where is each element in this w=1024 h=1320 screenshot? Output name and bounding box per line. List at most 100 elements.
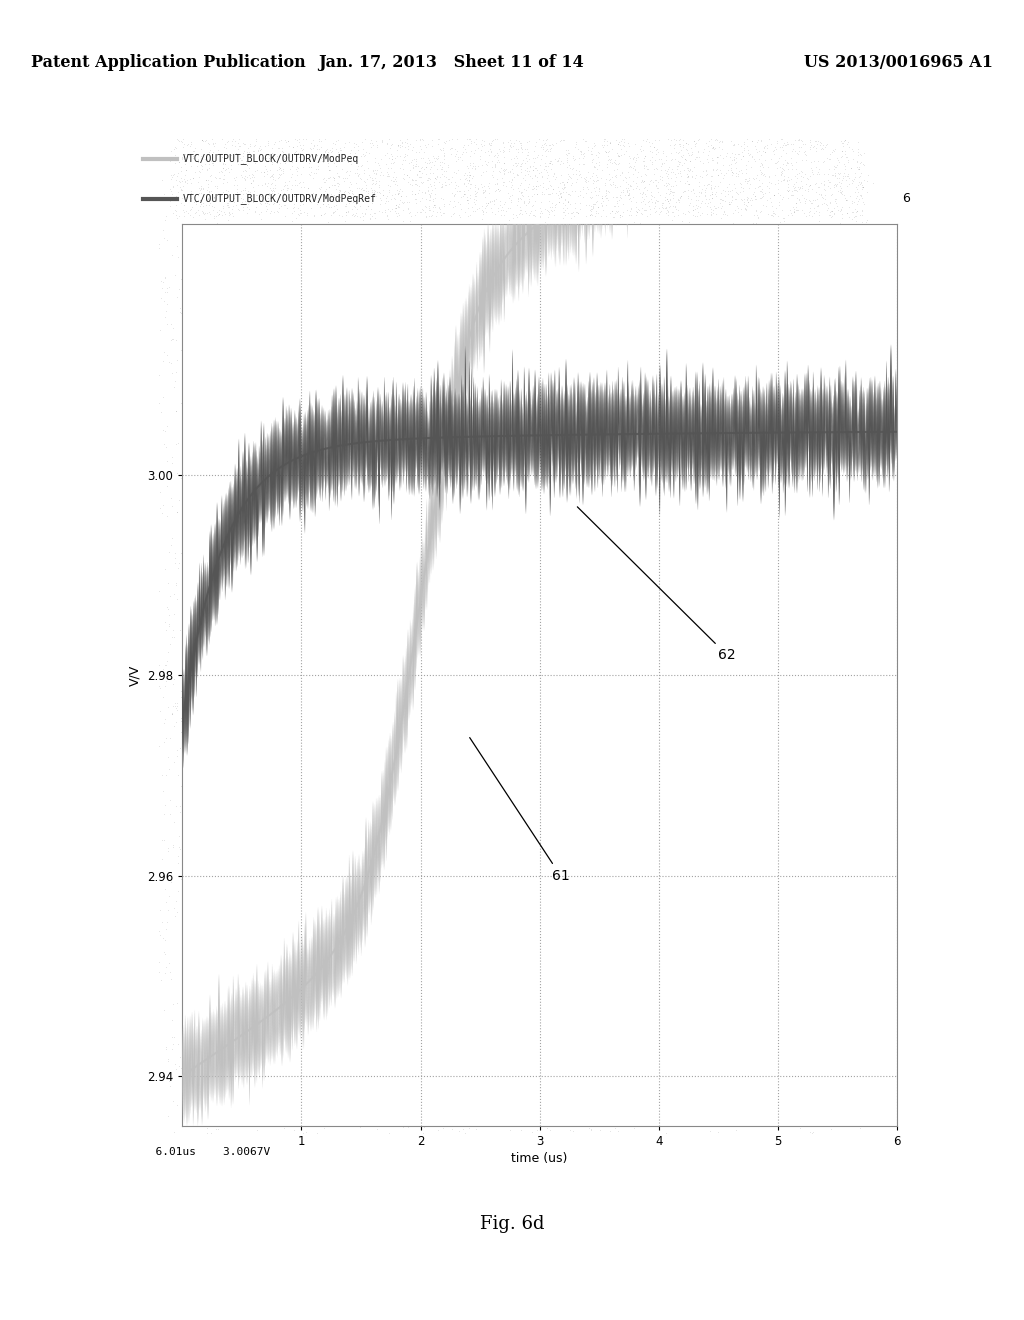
Point	[370, 935, 386, 956]
Point	[798, 206, 814, 227]
Point	[781, 713, 798, 734]
Point	[344, 442, 360, 463]
Point	[850, 158, 866, 180]
Point	[294, 413, 310, 434]
Point	[178, 234, 195, 255]
Point	[350, 389, 367, 411]
Point	[225, 205, 242, 226]
Point	[528, 157, 545, 178]
Point	[217, 284, 233, 305]
Point	[198, 807, 214, 828]
Point	[300, 607, 316, 628]
Point	[417, 756, 433, 777]
Point	[224, 203, 241, 224]
Point	[822, 550, 839, 572]
Point	[599, 876, 615, 898]
Point	[374, 898, 390, 919]
Point	[337, 524, 353, 545]
Point	[683, 141, 699, 162]
Point	[165, 176, 181, 197]
Point	[541, 183, 557, 205]
Point	[401, 818, 418, 840]
Point	[324, 391, 340, 412]
Point	[628, 1022, 644, 1043]
Point	[858, 684, 874, 705]
Point	[507, 156, 523, 177]
Point	[282, 887, 298, 908]
Point	[699, 1053, 716, 1074]
Point	[828, 189, 845, 210]
Point	[726, 948, 742, 969]
Point	[677, 484, 693, 506]
Point	[773, 327, 790, 348]
Point	[462, 128, 478, 149]
Point	[535, 792, 551, 813]
Point	[723, 891, 739, 912]
Point	[802, 174, 818, 195]
Point	[190, 322, 207, 343]
Point	[770, 690, 786, 711]
Point	[582, 458, 598, 479]
Point	[763, 554, 779, 576]
Point	[722, 994, 738, 1015]
Point	[477, 434, 494, 455]
Point	[274, 214, 291, 235]
Point	[706, 469, 722, 490]
Point	[453, 717, 469, 738]
Point	[197, 601, 213, 622]
Point	[159, 450, 175, 471]
Point	[714, 195, 730, 216]
Point	[566, 764, 583, 785]
Point	[481, 766, 498, 787]
Point	[497, 1056, 513, 1077]
Point	[240, 137, 256, 158]
Point	[331, 143, 347, 164]
Point	[754, 595, 770, 616]
Point	[257, 173, 273, 194]
Point	[296, 202, 312, 223]
Point	[614, 1052, 631, 1073]
Point	[403, 343, 420, 364]
Point	[497, 161, 513, 182]
Point	[760, 619, 776, 640]
Point	[500, 647, 516, 668]
Point	[307, 162, 324, 183]
Point	[350, 797, 367, 818]
Point	[725, 591, 741, 612]
Point	[669, 597, 685, 618]
Point	[292, 471, 308, 492]
Point	[838, 312, 854, 333]
Point	[300, 178, 316, 199]
Point	[467, 174, 483, 195]
Point	[400, 558, 417, 579]
Point	[371, 725, 387, 746]
Point	[257, 193, 273, 214]
Point	[406, 590, 422, 611]
Point	[453, 304, 469, 325]
Point	[181, 168, 198, 189]
Point	[281, 230, 297, 251]
Point	[221, 191, 238, 213]
Point	[642, 1093, 658, 1114]
Point	[468, 133, 484, 154]
Point	[403, 169, 420, 190]
Point	[407, 302, 423, 323]
Point	[642, 170, 658, 191]
Point	[558, 869, 574, 890]
Point	[673, 371, 689, 392]
Point	[774, 760, 791, 781]
Point	[534, 191, 550, 213]
Point	[570, 161, 587, 182]
Point	[454, 273, 470, 294]
Point	[208, 645, 224, 667]
Point	[475, 887, 492, 908]
Point	[620, 132, 636, 153]
Point	[337, 168, 353, 189]
Point	[587, 1088, 603, 1109]
Point	[247, 471, 263, 492]
Point	[207, 837, 223, 858]
Point	[333, 1057, 349, 1078]
Point	[728, 805, 744, 826]
Point	[385, 161, 401, 182]
Point	[512, 969, 528, 990]
